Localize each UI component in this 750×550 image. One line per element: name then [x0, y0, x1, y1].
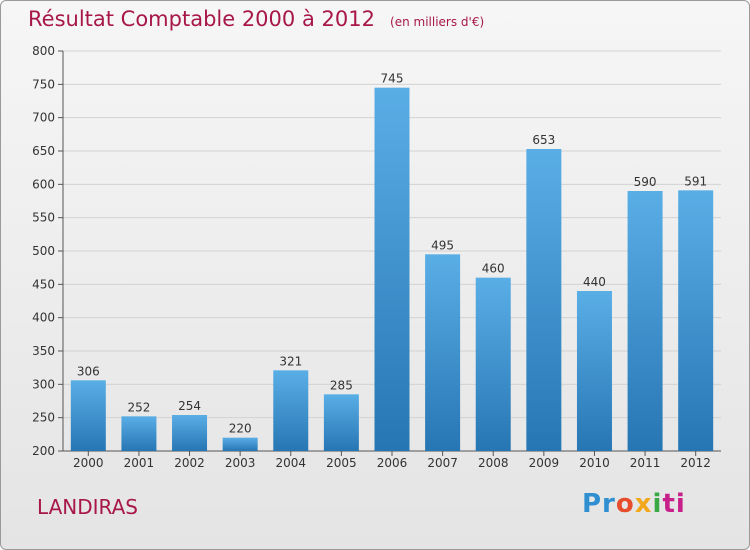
x-tick-labels: 2000 2001 2002 2003 2004 2005 2006 2007 2008 2009… [73, 456, 711, 470]
data-label-2006: 745 [381, 72, 404, 86]
bar-2006 [374, 87, 410, 452]
bar-2000 [70, 380, 106, 451]
y-tick-label: 700 [32, 111, 55, 125]
y-tick-label: 300 [32, 377, 55, 391]
x-tick-label-2009: 2009 [529, 456, 560, 470]
x-tick-label-2012: 2012 [680, 456, 711, 470]
data-label-2012: 591 [684, 174, 707, 188]
x-tick-label-2002: 2002 [174, 456, 205, 470]
y-tick-label: 650 [32, 144, 55, 158]
logo-part-2: o [615, 489, 635, 519]
x-tick-label-2000: 2000 [73, 456, 104, 470]
y-tick-labels: 200 250 300 350 400 450 500 550 600 650 700 750 800 [32, 44, 55, 458]
proxiti-logo: Proxiti [582, 489, 686, 519]
bar-2008 [475, 277, 511, 451]
x-tick-label-2008: 2008 [478, 456, 509, 470]
data-label-2001: 252 [127, 400, 150, 414]
data-label-2002: 254 [178, 399, 201, 413]
bar-2002 [172, 415, 208, 451]
x-tick-label-2003: 2003 [225, 456, 256, 470]
y-tick-label: 350 [32, 344, 55, 358]
data-label-2004: 321 [279, 354, 302, 368]
bar-2010 [576, 291, 612, 451]
x-tick-label-2006: 2006 [377, 456, 408, 470]
data-label-2007: 495 [431, 238, 454, 252]
bar-2004 [273, 370, 309, 451]
chart-title-main: Résultat Comptable 2000 à 2012 [28, 7, 375, 31]
y-tick-label: 500 [32, 244, 55, 258]
y-tick-label: 750 [32, 77, 55, 91]
data-label-2000: 306 [77, 364, 100, 378]
bar-2012 [678, 190, 714, 452]
data-label-2005: 285 [330, 378, 353, 392]
data-label-2003: 220 [229, 422, 252, 436]
x-tick-label-2001: 2001 [124, 456, 155, 470]
x-tick-label-2004: 2004 [275, 456, 306, 470]
bars [70, 87, 714, 452]
x-tick-label-2011: 2011 [630, 456, 661, 470]
chart-title-unit: (en milliers d'€) [390, 15, 485, 29]
bar-2001 [121, 416, 157, 451]
x-tick-label-2005: 2005 [326, 456, 357, 470]
x-tick-label-2010: 2010 [579, 456, 610, 470]
y-tick-label: 550 [32, 211, 55, 225]
chart-title: Résultat Comptable 2000 à 2012 (en milli… [28, 7, 484, 31]
bar-2003 [222, 437, 258, 451]
y-tick-label: 250 [32, 411, 55, 425]
logo-part-3: x [634, 489, 653, 519]
bar-2005 [323, 394, 359, 451]
data-labels: 306 252 254 220 321 285 745 495 460 653 440 590 591 [77, 72, 707, 436]
y-tick-label: 800 [32, 44, 55, 58]
y-tick-label: 400 [32, 311, 55, 325]
data-label-2010: 440 [583, 275, 606, 289]
bar-2011 [627, 191, 663, 451]
commune-name: LANDIRAS [37, 495, 139, 519]
bar-2009 [526, 149, 562, 451]
data-label-2009: 653 [532, 133, 555, 147]
data-label-2011: 590 [634, 175, 657, 189]
bar-2007 [425, 254, 461, 451]
logo-part-1: Pr [582, 489, 616, 519]
logo-part-5: ti [662, 489, 686, 519]
y-tick-label: 450 [32, 277, 55, 291]
y-tick-label: 600 [32, 177, 55, 191]
y-tick-label: 200 [32, 444, 55, 458]
data-label-2008: 460 [482, 262, 505, 276]
x-tick-label-2007: 2007 [427, 456, 458, 470]
logo-part-4: i [652, 489, 663, 519]
